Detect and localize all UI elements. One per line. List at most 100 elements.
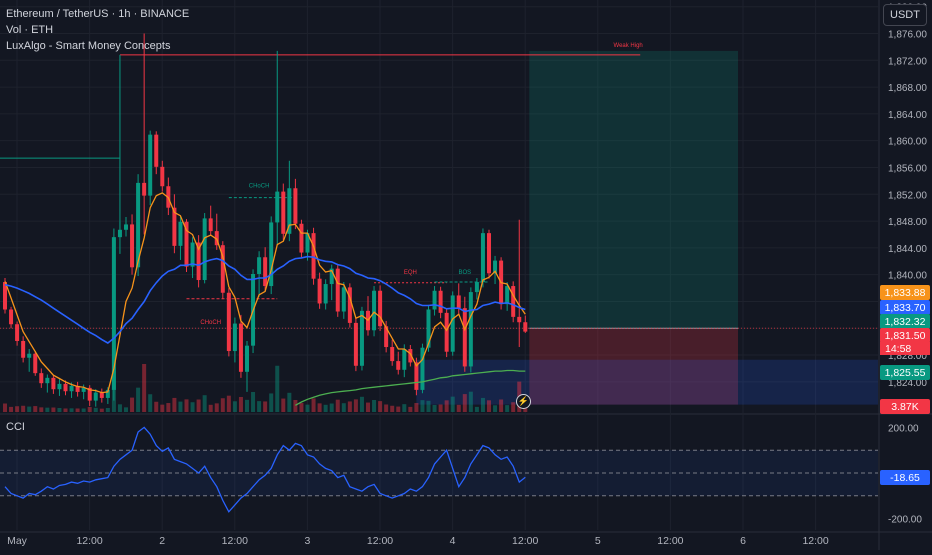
demand-zone bbox=[416, 359, 878, 405]
candle-body bbox=[378, 290, 383, 327]
volume-bar bbox=[493, 405, 498, 412]
price-tag: 1,825.55 bbox=[880, 365, 930, 380]
volume-bar bbox=[33, 406, 38, 412]
volume-bar bbox=[311, 398, 316, 412]
structure-annotation: BOS bbox=[458, 270, 471, 276]
volume-bar bbox=[9, 406, 14, 412]
volume-bar bbox=[426, 400, 431, 412]
y-tick-label: 1,856.00 bbox=[888, 163, 927, 174]
target-zone bbox=[529, 50, 738, 329]
candle-body bbox=[142, 182, 147, 196]
volume-bar bbox=[505, 405, 510, 412]
volume-bar bbox=[420, 400, 425, 412]
x-tick-label: 12:00 bbox=[222, 535, 248, 547]
x-tick-label: May bbox=[7, 535, 28, 547]
y-tick-label: 1,872.00 bbox=[888, 56, 927, 67]
cci-indicator-label[interactable]: CCI bbox=[6, 421, 25, 433]
candle-body bbox=[281, 191, 286, 234]
candle-body bbox=[69, 385, 74, 392]
volume-bar bbox=[251, 392, 256, 412]
volume-bar bbox=[160, 404, 165, 412]
smc-indicator-label[interactable]: LuxAlgo - Smart Money Concepts bbox=[6, 40, 171, 52]
volume-bar bbox=[384, 404, 389, 412]
volume-bar bbox=[154, 401, 159, 412]
volume-bar bbox=[232, 401, 237, 412]
volume-bar bbox=[511, 402, 516, 412]
volume-bar bbox=[117, 404, 122, 412]
x-tick-label: 4 bbox=[450, 535, 456, 547]
candle-body bbox=[220, 245, 225, 293]
volume-bar bbox=[487, 400, 491, 412]
volume-bar bbox=[148, 394, 153, 412]
volume-bar bbox=[402, 404, 407, 412]
volume-bar bbox=[366, 402, 370, 412]
candle-body bbox=[456, 295, 461, 309]
candle-body bbox=[420, 347, 425, 390]
volume-bar bbox=[438, 404, 443, 412]
y-tick-label: 1,868.00 bbox=[888, 83, 927, 94]
volume-bar bbox=[87, 407, 92, 412]
volume-bar bbox=[124, 407, 128, 412]
ema-line bbox=[295, 369, 526, 406]
volume-bar bbox=[396, 406, 401, 412]
candle-body bbox=[51, 377, 56, 390]
candle-body bbox=[275, 191, 280, 223]
candle-body bbox=[245, 345, 249, 372]
candle-body bbox=[214, 231, 219, 246]
candle-body bbox=[287, 188, 292, 234]
candle-body bbox=[323, 284, 328, 304]
candle-body bbox=[124, 224, 128, 230]
volume-indicator-label[interactable]: Vol · ETH bbox=[6, 24, 54, 36]
volume-bar bbox=[450, 396, 455, 412]
volume-bar bbox=[335, 399, 340, 412]
price-tag: 3.87K bbox=[880, 399, 930, 414]
candle-body bbox=[208, 218, 213, 232]
volume-bar bbox=[15, 406, 20, 412]
y-tick-label: 1,852.00 bbox=[888, 190, 927, 201]
volume-bar bbox=[178, 401, 183, 412]
candle-body bbox=[190, 242, 195, 267]
symbol-title[interactable]: Ethereum / TetherUS · 1h · BINANCE bbox=[6, 8, 190, 20]
x-tick-label: 12:00 bbox=[76, 535, 102, 547]
candle-body bbox=[359, 310, 364, 366]
stop-zone bbox=[529, 328, 738, 405]
volume-bar bbox=[474, 406, 479, 412]
volume-bar bbox=[523, 407, 528, 412]
volume-bar bbox=[329, 403, 334, 412]
candle-body bbox=[136, 182, 141, 268]
candle-body bbox=[33, 353, 38, 374]
candle-body bbox=[426, 309, 431, 348]
structure-annotation: CHoCH bbox=[200, 320, 221, 326]
candle-body bbox=[438, 290, 443, 313]
candle-body bbox=[341, 287, 346, 312]
structure-annotation: Weak High bbox=[614, 43, 643, 49]
volume-bar bbox=[226, 395, 231, 412]
lightning-icon[interactable]: ⚡ bbox=[516, 394, 531, 409]
candle-body bbox=[226, 292, 231, 352]
volume-bar bbox=[323, 404, 328, 412]
candle-body bbox=[293, 188, 298, 224]
candle-body bbox=[21, 340, 26, 358]
candle-body bbox=[178, 221, 183, 246]
x-tick-label: 12:00 bbox=[512, 535, 538, 547]
candle-body bbox=[3, 282, 7, 310]
volume-bar bbox=[293, 400, 298, 412]
candle-body bbox=[81, 387, 86, 392]
candle-body bbox=[317, 278, 322, 304]
y-tick-label: 1,844.00 bbox=[888, 244, 927, 255]
volume-bar bbox=[214, 403, 219, 412]
candle-body bbox=[196, 242, 201, 281]
x-tick-label: 3 bbox=[304, 535, 310, 547]
candle-body bbox=[45, 377, 50, 384]
volume-bar bbox=[105, 408, 110, 412]
volume-bar bbox=[372, 400, 377, 412]
volume-bar bbox=[130, 397, 135, 412]
candle-body bbox=[238, 323, 243, 372]
candle-body bbox=[57, 383, 62, 390]
volume-bar bbox=[51, 407, 56, 412]
price-tag: 1,831.50 bbox=[880, 328, 930, 343]
volume-bar bbox=[269, 393, 274, 412]
currency-button[interactable]: USDT bbox=[883, 4, 927, 26]
y-tick-label: 1,840.00 bbox=[888, 271, 927, 282]
